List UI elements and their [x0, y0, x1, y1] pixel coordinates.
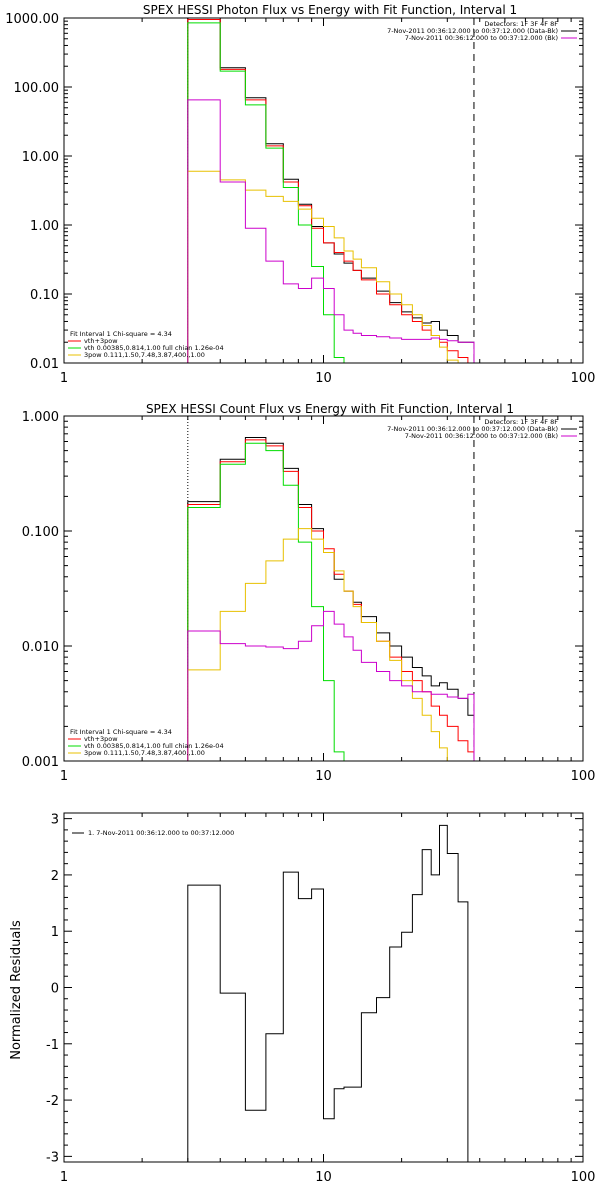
y-tick-label: 0.01 [30, 357, 59, 372]
y-tick-label: 0.100 [22, 525, 59, 540]
x-tick-labels: 1 10 100 [60, 769, 596, 784]
legend-entry: 7-Nov-2011 00:36:12.000 to 00:37:12.000 … [387, 425, 558, 433]
series-group [187, 824, 469, 1162]
x-tick-label: 1 [60, 1170, 68, 1185]
series-line [187, 439, 475, 761]
y-tick-label: 100.00 [14, 81, 60, 96]
y-tick-label: 1.00 [30, 219, 59, 234]
series-line [187, 22, 474, 364]
legend-entry: vth+3pow [84, 337, 118, 345]
legend-entry: 7-Nov-2011 00:36:12.000 to 00:37:12.000 … [405, 34, 558, 42]
count-flux-panel: SPEX HESSI Count Flux vs Energy with Fit… [22, 402, 596, 784]
y-tick-labels: 0.01 0.10 1.00 10.00 100.00 1000.00 [5, 12, 59, 372]
y-tick-label: 1000.00 [5, 12, 59, 27]
legend: 1. 7-Nov-2011 00:36:12.000 to 00:37:12.0… [72, 829, 234, 837]
y-tick-label: 3 [51, 813, 59, 828]
x-tick-label: 1 [60, 371, 68, 386]
y-tick-label: 0.001 [22, 755, 59, 770]
legend-entry: Detectors: 1F 3F 4F 8F [484, 418, 558, 426]
axis-ticks [63, 415, 584, 762]
legend: Detectors: 1F 3F 4F 8F7-Nov-2011 00:36:1… [68, 20, 577, 359]
series-line [187, 610, 475, 761]
y-tick-labels: -3 -2 -1 0 1 2 3 [46, 813, 59, 1166]
y-axis-label: Normalized Residuals [9, 920, 24, 1060]
photon-flux-panel: SPEX HESSI Photon Flux vs Energy with Fi… [5, 3, 595, 386]
series-line [187, 528, 474, 762]
y-tick-label: 0 [51, 982, 59, 997]
legend-entry: Fit Interval 1 Chi-square = 4.34 [70, 728, 172, 736]
x-tick-labels: 1 10 100 [60, 1170, 596, 1185]
plot-frame [63, 812, 584, 1163]
legend-entry: Detectors: 1F 3F 4F 8F [484, 20, 558, 28]
plot-frame [63, 415, 584, 762]
panel-title: SPEX HESSI Photon Flux vs Energy with Fi… [143, 3, 517, 17]
series-line [187, 437, 475, 761]
legend-entry: vth 0.00385,0.814,1.00 full chian 1.26e-… [84, 344, 224, 352]
plot-frame [63, 17, 584, 364]
x-tick-label: 100 [571, 1170, 596, 1185]
legend-entry: 7-Nov-2011 00:36:12.000 to 00:37:12.000 … [387, 27, 558, 35]
panel-title: SPEX HESSI Count Flux vs Energy with Fit… [146, 402, 514, 416]
legend-entry: vth 0.00385,0.814,1.00 full chian 1.26e-… [84, 742, 224, 750]
series-line [187, 99, 475, 363]
series-group [187, 18, 475, 364]
y-tick-label: -3 [46, 1150, 59, 1165]
y-tick-label: 2 [51, 869, 59, 884]
legend: Detectors: 1F 3F 4F 8F7-Nov-2011 00:36:1… [68, 418, 577, 757]
y-tick-label: 1.000 [22, 410, 59, 425]
legend-entry: 3pow 0.111,1.50,7.48,3.87,400.,1.00 [84, 351, 205, 359]
residuals-panel: Normalized Residuals -3 -2 -1 0 1 2 3 1 10 100 1… [9, 812, 596, 1185]
y-tick-label: 0.010 [22, 640, 59, 655]
x-tick-label: 100 [571, 371, 596, 386]
y-tick-label: -1 [46, 1038, 59, 1053]
x-tick-label: 10 [315, 1170, 332, 1185]
x-tick-label: 10 [315, 769, 332, 784]
x-tick-labels: 1 10 100 [60, 371, 596, 386]
y-tick-label: 10.00 [22, 150, 59, 165]
series-line [187, 170, 474, 364]
series-line [187, 442, 474, 762]
x-tick-label: 10 [315, 371, 332, 386]
legend-entry: 1. 7-Nov-2011 00:36:12.000 to 00:37:12.0… [88, 829, 234, 837]
series-line [187, 824, 469, 1162]
y-tick-label: 0.10 [30, 288, 59, 303]
y-tick-labels: 0.001 0.010 0.100 1.000 [22, 410, 59, 770]
y-tick-label: 1 [51, 925, 59, 940]
legend-entry: vth+3pow [84, 735, 118, 743]
y-tick-label: -2 [46, 1094, 59, 1109]
series-group [187, 416, 475, 762]
legend-entry: 3pow 0.111,1.50,7.48,3.87,400.,1.00 [84, 749, 205, 757]
x-tick-label: 1 [60, 769, 68, 784]
legend-entry: 7-Nov-2011 00:36:12.000 to 00:37:12.000 … [405, 432, 558, 440]
legend-entry: Fit Interval 1 Chi-square = 4.34 [70, 330, 172, 338]
x-tick-label: 100 [571, 769, 596, 784]
